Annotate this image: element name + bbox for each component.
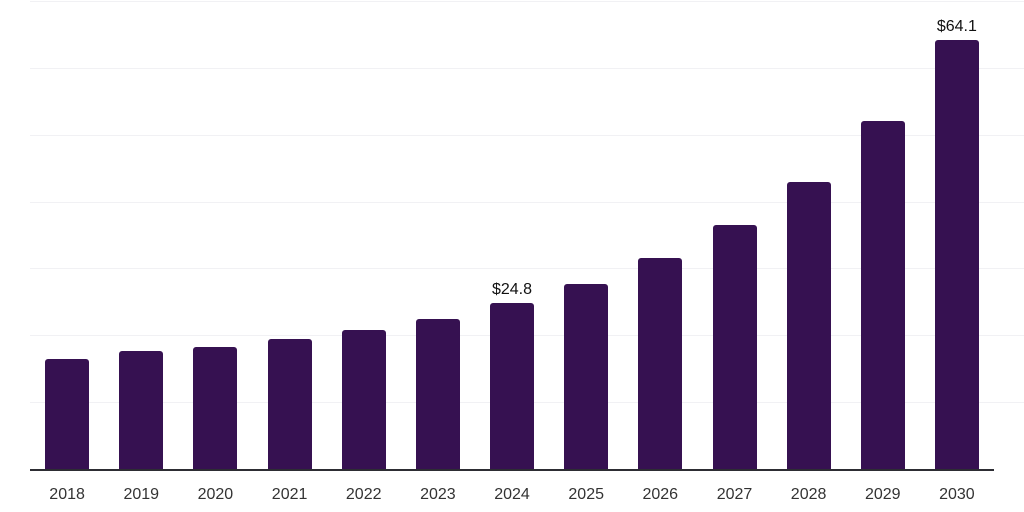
x-tick-label-2024: 2024 <box>494 486 530 503</box>
bar-value-label-2030: $64.1 <box>936 18 977 36</box>
x-tick-label-2028: 2028 <box>790 486 827 503</box>
bar-value-label-2024: $24.8 <box>491 281 533 299</box>
x-tick-label-2023: 2023 <box>420 486 456 503</box>
bar-2020 <box>193 346 238 469</box>
bar-2026 <box>638 257 683 469</box>
x-tick-label-2018: 2018 <box>49 486 85 503</box>
bar-2025 <box>564 283 609 469</box>
x-tick-label-2027: 2027 <box>716 486 753 503</box>
gridline <box>30 135 1024 136</box>
x-tick-label-2026: 2026 <box>642 486 679 503</box>
bar-2018 <box>45 358 90 469</box>
bar-2023 <box>415 318 460 469</box>
bar-2030 <box>934 40 979 469</box>
bar-2021 <box>267 339 312 469</box>
gridline <box>30 268 1024 269</box>
x-tick-label-2025: 2025 <box>568 486 604 503</box>
gridline <box>30 202 1024 203</box>
x-tick-label-2029: 2029 <box>864 486 901 503</box>
x-tick-label-2030: 2030 <box>939 486 975 503</box>
bar-2027 <box>712 225 757 469</box>
x-tick-label-2020: 2020 <box>197 486 234 503</box>
gridline <box>30 1 1024 2</box>
bar-2029 <box>860 121 905 469</box>
bar-2028 <box>786 181 831 469</box>
x-tick-label-2022: 2022 <box>345 486 382 503</box>
bar-2024 <box>490 303 534 469</box>
bar-2019 <box>119 350 164 469</box>
x-tick-label-2021: 2021 <box>271 486 308 503</box>
bar-2022 <box>341 329 386 469</box>
x-axis-line <box>30 469 994 471</box>
x-tick-label-2019: 2019 <box>123 486 160 503</box>
gridline <box>30 68 1024 69</box>
